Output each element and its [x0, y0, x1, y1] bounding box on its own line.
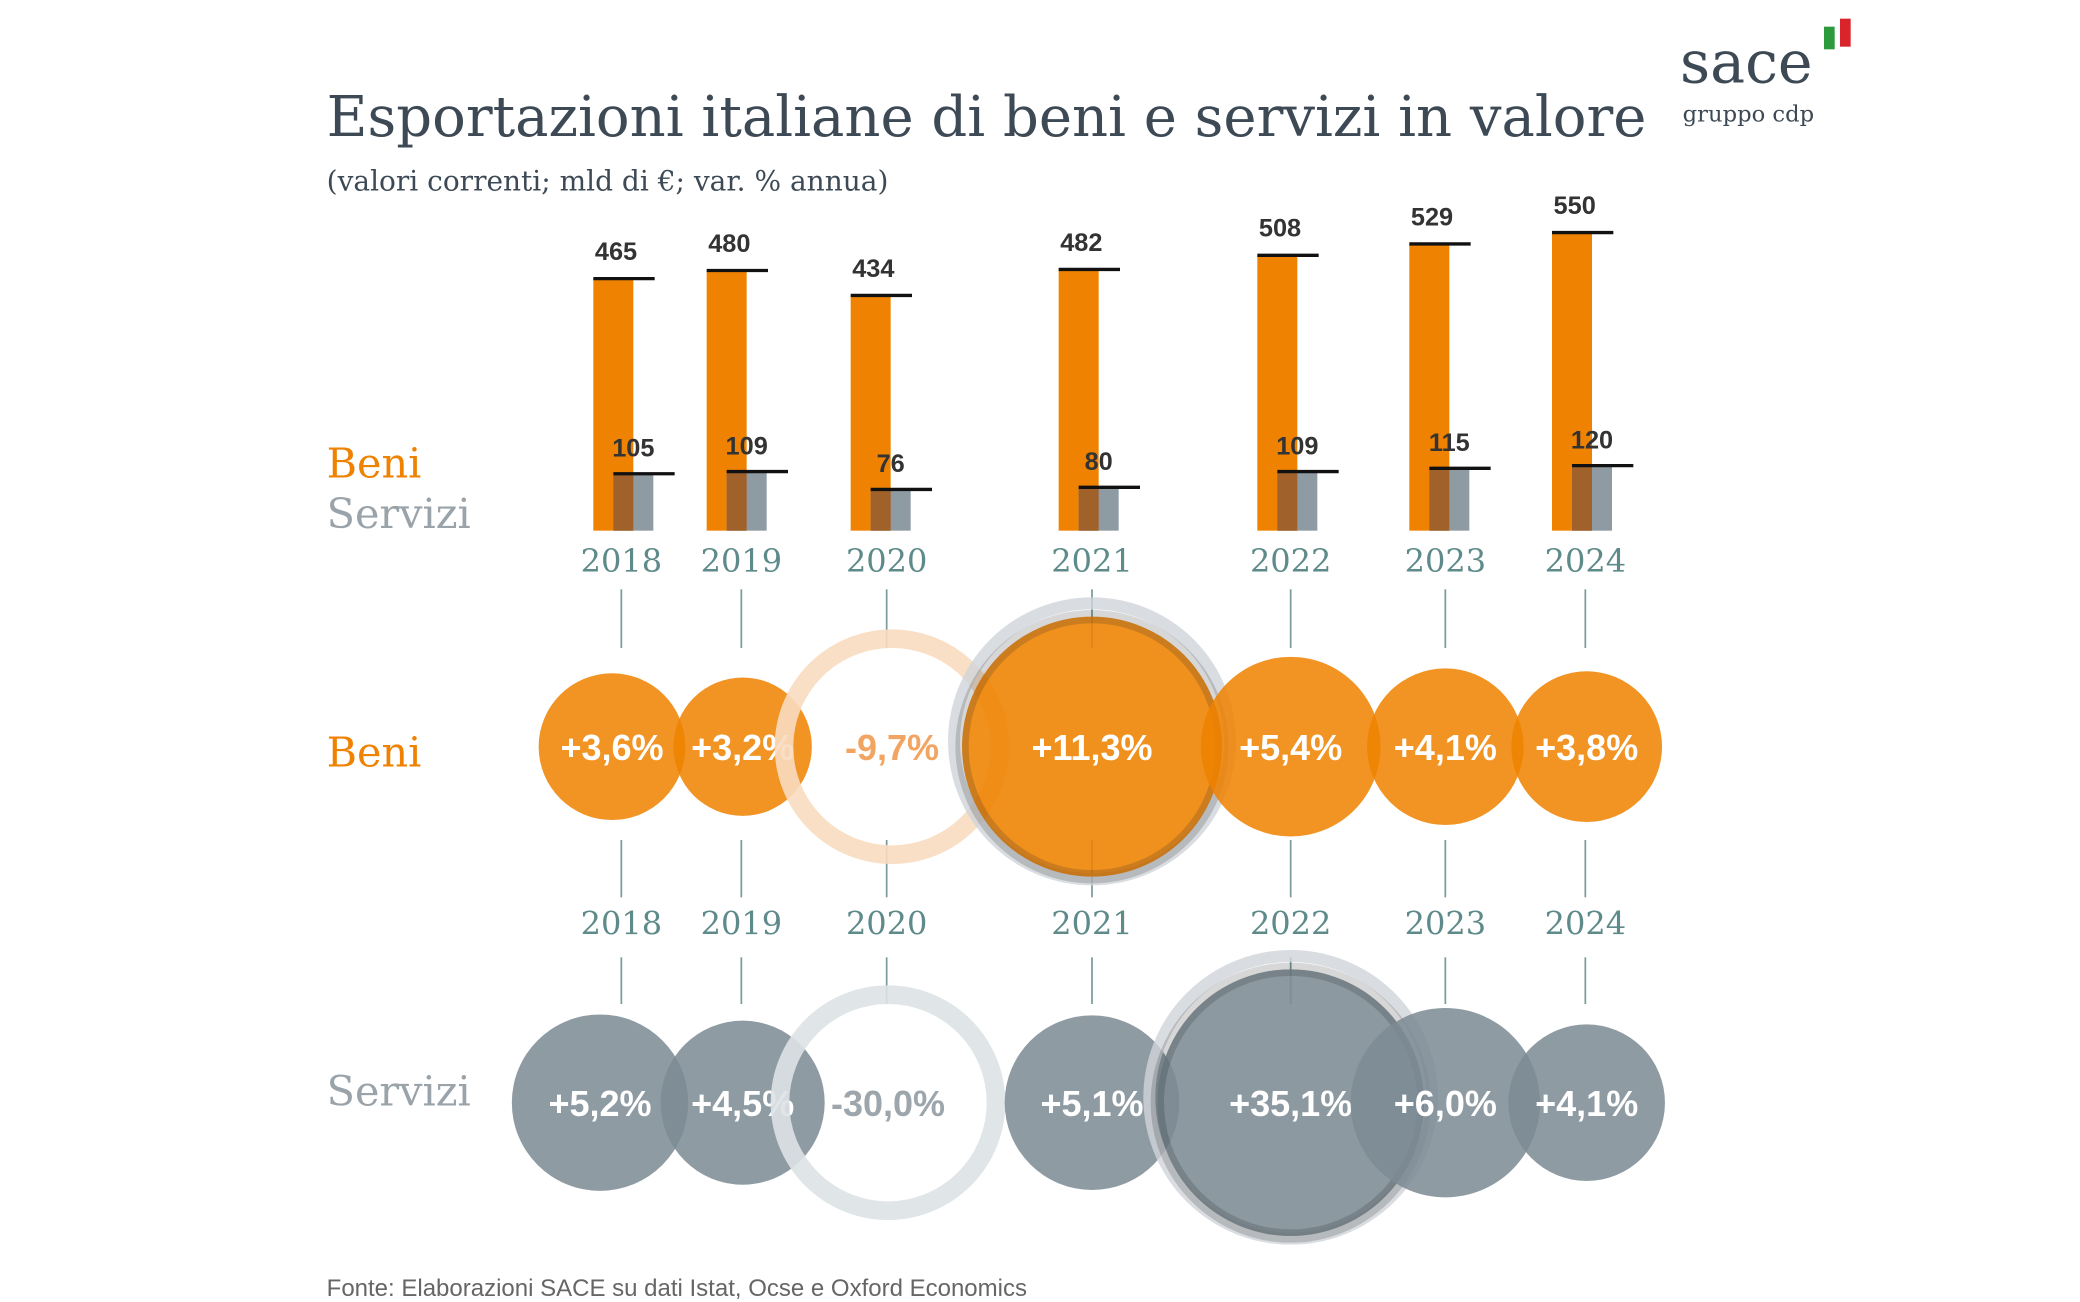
- year-label-middle: 2019: [701, 905, 782, 943]
- year-label-top: 2018: [581, 542, 662, 580]
- growth-label: +4,1%: [1535, 1083, 1638, 1124]
- row-label-beni: Beni: [327, 729, 422, 777]
- row-label-servizi: Servizi: [327, 1067, 471, 1115]
- bar-beni-value-label: 480: [708, 230, 750, 258]
- legend-beni: Beni: [327, 439, 422, 487]
- logo-tagline: gruppo cdp: [1683, 101, 1814, 127]
- year-label-top: 2023: [1405, 542, 1486, 580]
- bar-overlap: [726, 471, 747, 531]
- growth-label: +3,6%: [560, 727, 663, 768]
- year-label-middle: 2020: [846, 905, 927, 943]
- year-label-top: 2020: [846, 542, 927, 580]
- bar-beni-value-label: 465: [595, 238, 637, 266]
- year-label-top: 2021: [1051, 542, 1132, 580]
- bar-servizi-value-label: 76: [877, 450, 905, 478]
- bar-servizi-value-label: 120: [1571, 426, 1613, 454]
- bubbles-beni: +3,6% +3,2% -9,7% +11,3% +5,4% +4,1% +3,8%: [538, 597, 1663, 886]
- growth-label: +11,3%: [1031, 727, 1152, 768]
- bar-servizi-value-label: 80: [1085, 448, 1113, 476]
- growth-label: +6,0%: [1394, 1083, 1497, 1124]
- growth-label: +5,2%: [548, 1083, 651, 1124]
- year-label-top: 2024: [1545, 542, 1626, 580]
- growth-bubble: [538, 673, 686, 821]
- bar-beni-value-label: 550: [1554, 192, 1596, 220]
- bar-overlap: [870, 489, 891, 531]
- flag-red-mark: [1840, 18, 1851, 47]
- growth-bubble: [1508, 1024, 1665, 1181]
- bar-beni-value-label: 434: [852, 255, 894, 283]
- bar-beni-value-label: 529: [1411, 203, 1453, 231]
- growth-label: +3,8%: [1535, 727, 1638, 768]
- bar-servizi-value-label: 115: [1429, 429, 1470, 457]
- growth-label: +5,4%: [1239, 727, 1342, 768]
- flag-green-mark: [1824, 26, 1835, 50]
- logo-name: sace: [1680, 29, 1813, 97]
- growth-label: +5,1%: [1040, 1083, 1143, 1124]
- year-label-middle: 2022: [1250, 905, 1331, 943]
- year-label-middle: 2018: [581, 905, 662, 943]
- year-label-top: 2022: [1250, 542, 1331, 580]
- growth-label: -30,0%: [831, 1083, 945, 1124]
- bar-chart: 465 105 2018 2018 480 109 2019 2019 434 76 2020 202…: [581, 192, 1634, 943]
- negative-growth-ring: [770, 985, 1006, 1220]
- sace-logo: sace gruppo cdp: [1680, 18, 1851, 127]
- bar-beni-value-label: 482: [1060, 229, 1102, 257]
- bar-overlap: [1572, 465, 1592, 531]
- bar-servizi-value-label: 109: [726, 432, 768, 460]
- year-label-top: 2019: [701, 542, 782, 580]
- growth-bubble: [1511, 671, 1663, 823]
- year-label-middle: 2024: [1545, 905, 1626, 943]
- growth-bubble: [1004, 1015, 1180, 1190]
- growth-bubble: [1350, 1007, 1541, 1198]
- bar-overlap: [1078, 487, 1099, 531]
- growth-label: +4,1%: [1394, 727, 1497, 768]
- bubbles-servizi: +5,2% +4,5% -30,0% +5,1% +35,1% +6,0% +4,1%: [511, 950, 1665, 1245]
- chart-title: Esportazioni italiane di beni e servizi …: [327, 85, 1647, 150]
- bar-overlap: [1277, 471, 1298, 531]
- bar-beni-value-label: 508: [1259, 215, 1301, 243]
- bar-servizi-value-label: 105: [612, 434, 654, 462]
- bar-overlap: [613, 473, 634, 531]
- growth-label: +35,1%: [1229, 1083, 1352, 1124]
- legend-servizi: Servizi: [327, 490, 471, 538]
- chart-subtitle: (valori correnti; mld di €; var. % annua…: [327, 165, 889, 198]
- year-label-middle: 2021: [1051, 905, 1132, 943]
- growth-bubble: [1367, 668, 1524, 825]
- growth-label: -9,7%: [845, 727, 939, 768]
- bar-overlap: [1429, 468, 1450, 531]
- bar-servizi-value-label: 109: [1276, 432, 1318, 460]
- source-note: Fonte: Elaborazioni SACE su dati Istat, …: [327, 1275, 1027, 1302]
- year-label-middle: 2023: [1405, 905, 1486, 943]
- growth-bubble: [1200, 656, 1381, 837]
- growth-bubble: [511, 1014, 689, 1191]
- growth-bubble: [673, 677, 812, 816]
